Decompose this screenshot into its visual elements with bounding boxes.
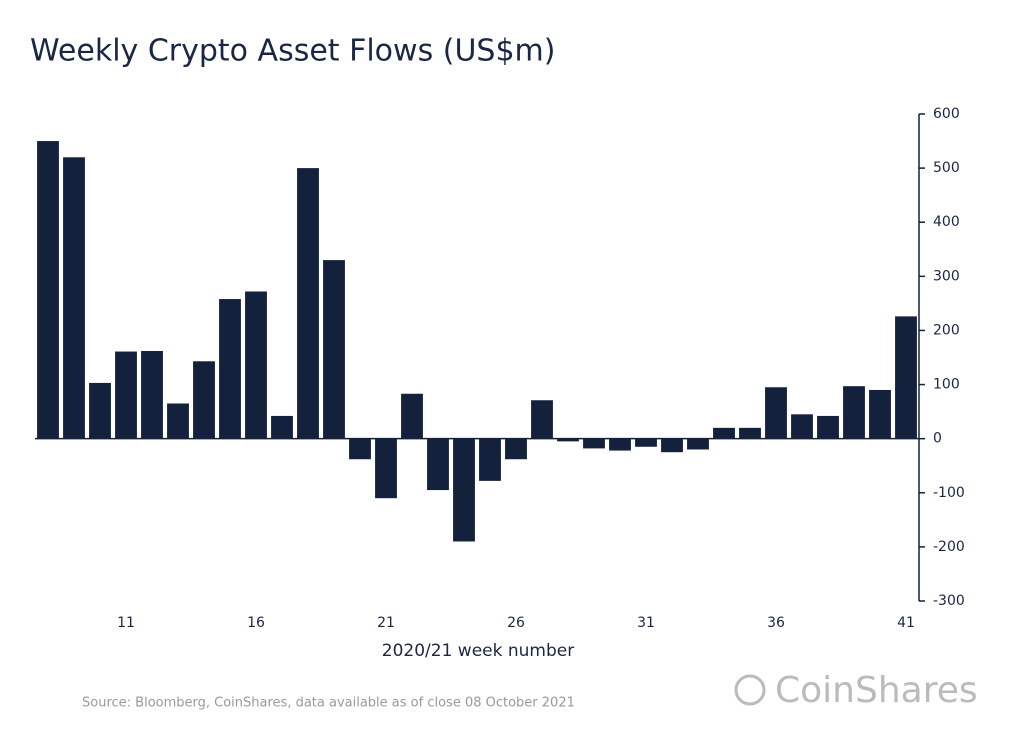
bar [817, 415, 839, 439]
chart-title: Weekly Crypto Asset Flows (US$m) [30, 34, 555, 69]
bar [349, 438, 371, 460]
y-tick-label: -200 [933, 539, 965, 555]
x-tick-label: 11 [117, 615, 135, 631]
bar [791, 414, 813, 439]
bar [167, 403, 189, 439]
bar [427, 438, 449, 491]
bar [583, 438, 605, 449]
bar [557, 438, 579, 442]
bar [505, 438, 527, 460]
bar [661, 438, 683, 453]
y-tick-label: 400 [933, 214, 960, 230]
y-tick-label: -300 [933, 593, 965, 609]
bar [323, 260, 345, 439]
bar [271, 415, 293, 439]
y-tick-label: 600 [933, 106, 960, 122]
bar [37, 141, 59, 439]
bar [115, 351, 137, 439]
brand-name: CoinShares [775, 670, 978, 711]
bar [843, 386, 865, 439]
x-tick-label: 31 [637, 615, 655, 631]
bar [193, 361, 215, 439]
x-tick-label: 16 [247, 615, 265, 631]
bar [609, 438, 631, 451]
bar [219, 299, 241, 439]
bar [531, 400, 553, 439]
x-tick-label: 21 [377, 615, 395, 631]
bar [245, 291, 267, 439]
bar [765, 387, 787, 439]
bar [63, 157, 85, 439]
bar [297, 168, 319, 439]
bar [89, 382, 111, 439]
x-axis-label: 2020/21 week number [382, 641, 574, 661]
bar [453, 438, 475, 542]
source-note: Source: Bloomberg, CoinShares, data avai… [82, 696, 575, 711]
brand-logo: CoinShares [734, 670, 978, 711]
y-tick-label: 200 [933, 322, 960, 338]
bar [479, 438, 501, 481]
bar [739, 427, 761, 439]
y-tick-label: 0 [933, 431, 942, 447]
bar [713, 427, 735, 439]
bar [869, 389, 891, 439]
bar [895, 316, 917, 439]
x-tick-label: 36 [767, 615, 785, 631]
y-tick-label: -100 [933, 485, 965, 501]
x-tick-label: 26 [507, 615, 525, 631]
bar [375, 438, 397, 499]
bar [635, 438, 657, 447]
logo-icon [734, 674, 766, 706]
bar [141, 351, 163, 439]
y-tick-label: 300 [933, 268, 960, 284]
bar [401, 393, 423, 439]
x-tick-label: 41 [897, 615, 915, 631]
y-tick-label: 500 [933, 160, 960, 176]
bar [687, 438, 709, 450]
y-tick-label: 100 [933, 377, 960, 393]
